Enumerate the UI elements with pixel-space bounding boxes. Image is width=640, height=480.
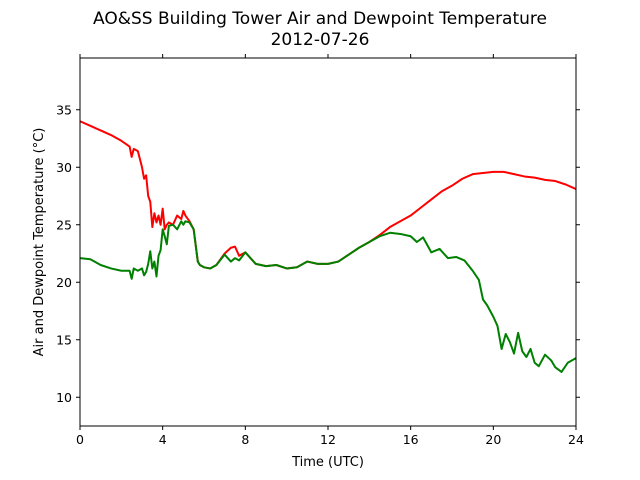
x-tick-label: 12 [320, 432, 336, 447]
y-tick-label: 15 [56, 332, 72, 347]
y-tick-label: 30 [56, 160, 72, 175]
x-axis-label: Time (UTC) [291, 455, 364, 470]
x-tick-label: 20 [485, 432, 501, 447]
x-tick-label: 16 [403, 432, 419, 447]
dewpoint-temperature-line [79, 220, 577, 373]
x-tick-label: 24 [568, 432, 584, 447]
x-tick-label: 8 [241, 432, 249, 447]
series-group [79, 120, 577, 373]
chart-subtitle: 2012-07-26 [271, 30, 370, 50]
air-temperature-line [79, 120, 577, 270]
y-tick-label: 10 [56, 390, 72, 405]
y-tick-label: 25 [56, 217, 72, 232]
y-tick-label: 20 [56, 275, 72, 290]
x-tick-label: 4 [159, 432, 167, 447]
plot-frame [79, 57, 577, 427]
y-axis-label: Air and Dewpoint Temperature (°C) [32, 128, 47, 357]
x-tick-label: 0 [76, 432, 84, 447]
chart-title: AO&SS Building Tower Air and Dewpoint Te… [93, 9, 547, 29]
y-tick-label: 35 [56, 102, 72, 117]
axis-ticks: 0 4 8 12 16 20 24 10 15 20 25 30 35 [56, 54, 584, 447]
